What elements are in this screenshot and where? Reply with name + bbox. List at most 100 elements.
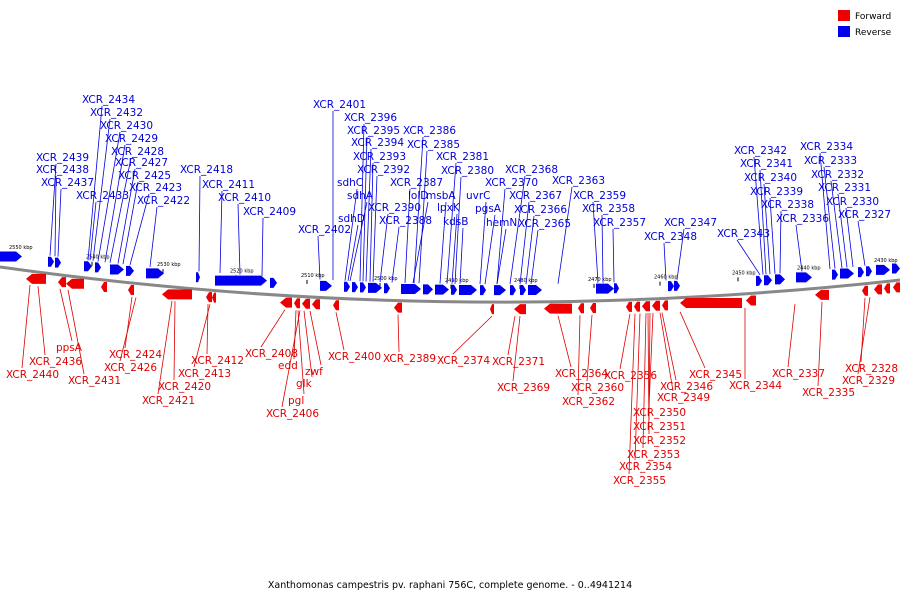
reverse-gene-arrow — [110, 264, 124, 275]
reverse-gene-arrow — [832, 269, 838, 280]
reverse-gene-arrow — [196, 272, 200, 283]
reverse-gene-arrow — [95, 262, 101, 273]
reverse-gene-label: XCR_2428 — [111, 146, 164, 158]
reverse-label-leader — [676, 228, 685, 280]
reverse-label-leader — [459, 227, 464, 284]
forward-gene-label: XCR_2328 — [845, 363, 898, 375]
reverse-gene-arrow — [320, 280, 332, 291]
reverse-label-leader — [89, 201, 97, 261]
forward-label-leader — [59, 288, 73, 342]
reverse-label-leader — [418, 150, 428, 284]
reverse-gene-arrow — [840, 268, 854, 279]
scale-ticks: 2550 kbp 2540 kbp 2530 kbp 2520 kbp 2510 kbp… — [9, 245, 898, 290]
reverse-label-leader — [149, 206, 158, 267]
forward-gene-arrow — [544, 303, 572, 314]
reverse-label-leader — [451, 213, 458, 284]
reverse-gene-label: XCR_2423 — [129, 182, 182, 194]
tick-label: 2510 kbp — [301, 273, 325, 279]
forward-label-leader — [648, 313, 651, 421]
forward-gene-label: XCR_2353 — [627, 449, 680, 461]
forward-label-leader — [586, 314, 593, 382]
reverse-label-leader — [446, 162, 457, 284]
reverse-gene-arrow — [48, 256, 54, 267]
forward-label-leader — [297, 310, 305, 395]
reverse-gene-arrow — [384, 283, 390, 294]
reverse-gene-arrow — [435, 284, 449, 295]
reverse-label-leader — [557, 186, 573, 284]
legend-reverse-swatch — [838, 26, 850, 37]
forward-gene-label: XCR_2364 — [555, 368, 608, 380]
reverse-label-leader — [219, 190, 223, 274]
reverse-gene-label: XCR_2347 — [664, 217, 717, 229]
reverse-label-leader — [54, 175, 57, 257]
reverse-label-leader — [104, 144, 126, 263]
forward-gene-arrow — [746, 295, 756, 306]
forward-strand-genes — [26, 273, 900, 315]
tick-label: 2550 kbp — [9, 245, 33, 251]
forward-gene-label: XCR_2345 — [689, 369, 742, 381]
reverse-label-leader — [601, 214, 604, 283]
reverse-gene-label: uvrC — [466, 190, 491, 202]
reverse-gene-arrow — [55, 257, 61, 268]
forward-label-leader — [628, 313, 636, 475]
reverse-gene-arrow — [270, 277, 277, 288]
reverse-gene-label: XCR_2385 — [407, 139, 460, 151]
forward-gene-label: XCR_2360 — [571, 382, 624, 394]
reverse-gene-label: XCR_2334 — [800, 141, 853, 153]
forward-gene-label: XCR_2408 — [245, 348, 298, 360]
reverse-label-leader — [509, 175, 526, 285]
reverse-gene-arrow — [459, 284, 477, 295]
reverse-gene-label: XCR_2368 — [505, 164, 558, 176]
reverse-gene-arrow — [614, 283, 619, 294]
forward-label-leader — [661, 312, 677, 381]
reverse-gene-label: XCR_2386 — [403, 125, 456, 137]
forward-gene-label: XCR_2371 — [492, 356, 545, 368]
reverse-gene-arrow — [876, 264, 890, 275]
tick-label: 2430 kbp — [874, 258, 898, 264]
reverse-gene-label: sdhC — [337, 177, 363, 189]
reverse-label-leader — [97, 131, 121, 262]
reverse-gene-label: XCR_2439 — [36, 152, 89, 164]
forward-gene-label: XCR_2412 — [191, 355, 244, 367]
reverse-gene-label: sdhD — [338, 213, 365, 225]
reverse-gene-label: XCR_2437 — [41, 177, 94, 189]
forward-gene-label: XCR_2413 — [178, 368, 231, 380]
forward-gene-arrow — [212, 292, 216, 303]
reverse-gene-label: XCR_2390 — [368, 202, 421, 214]
forward-gene-arrow — [652, 300, 660, 311]
reverse-label-leader — [198, 175, 201, 272]
reverse-label-leader — [349, 201, 368, 281]
forward-gene-label: XCR_2346 — [660, 381, 713, 393]
reverse-gene-label: XCR_2332 — [811, 169, 864, 181]
forward-gene-arrow — [128, 284, 134, 295]
reverse-label-leader — [769, 197, 776, 274]
tick-label: 2470 kbp — [588, 277, 612, 283]
reverse-gene-labels: XCR_2434XCR_2432XCR_2430XCR_2429XCR_2428… — [36, 94, 891, 285]
reverse-label-leader — [347, 224, 359, 281]
reverse-label-leader — [317, 235, 321, 280]
forward-gene-label: XCR_2355 — [613, 475, 666, 487]
reverse-gene-label: sdhA — [347, 190, 374, 202]
reverse-gene-label: XCR_2330 — [826, 196, 879, 208]
forward-gene-label: XCR_2369 — [497, 382, 550, 394]
reverse-label-leader — [663, 242, 667, 281]
reverse-gene-label: pgsA — [475, 203, 502, 215]
forward-gene-label: XCR_2421 — [142, 395, 195, 407]
reverse-gene-arrow — [510, 285, 516, 296]
forward-gene-label: pgl — [288, 395, 304, 407]
reverse-label-leader — [413, 136, 424, 284]
reverse-gene-arrow — [480, 285, 486, 296]
reverse-gene-label: XCR_2366 — [514, 204, 567, 216]
reverse-label-leader — [391, 226, 400, 283]
forward-label-leader — [157, 300, 173, 395]
forward-gene-label: XCR_2349 — [657, 392, 710, 404]
reverse-label-leader — [237, 203, 241, 275]
forward-gene-label: XCR_2431 — [68, 375, 121, 387]
forward-gene-arrow — [862, 285, 868, 296]
reverse-gene-arrow — [520, 285, 526, 296]
reverse-gene-label: XCR_2433 — [76, 190, 129, 202]
forward-gene-arrow — [162, 289, 192, 300]
reverse-gene-arrow — [0, 251, 22, 262]
forward-label-leader — [335, 312, 345, 351]
